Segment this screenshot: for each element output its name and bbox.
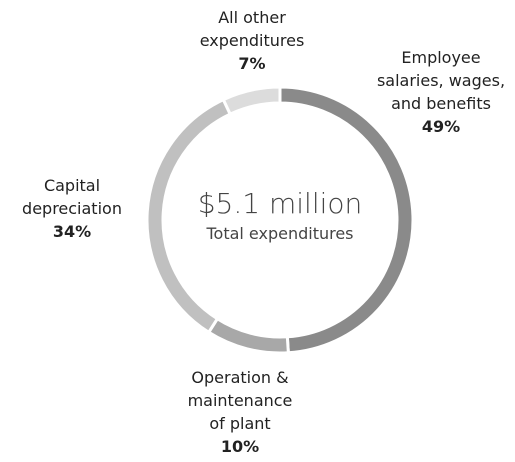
segment-label: Employee salaries, wages, and benefits 49… bbox=[372, 46, 510, 138]
category-label: All other expenditures bbox=[199, 8, 305, 50]
value-label: 10% bbox=[220, 437, 260, 456]
center-value: $5.1 million bbox=[197, 187, 363, 220]
category-label: Capital depreciation bbox=[22, 176, 122, 218]
value-label: 49% bbox=[421, 117, 461, 136]
value-label: 34% bbox=[52, 222, 92, 241]
category-label: Employee salaries, wages, and benefits bbox=[376, 48, 506, 113]
donut-segment bbox=[206, 316, 290, 355]
center-label: Total expenditures bbox=[206, 224, 354, 243]
value-label: 7% bbox=[238, 54, 266, 73]
donut-segment bbox=[221, 85, 282, 117]
segment-label: Operation & maintenance of plant 10% bbox=[184, 366, 296, 458]
segment-label: Capital depreciation 34% bbox=[16, 174, 128, 243]
segment-label: All other expenditures 7% bbox=[196, 6, 308, 75]
category-label: Operation & maintenance of plant bbox=[187, 368, 293, 433]
